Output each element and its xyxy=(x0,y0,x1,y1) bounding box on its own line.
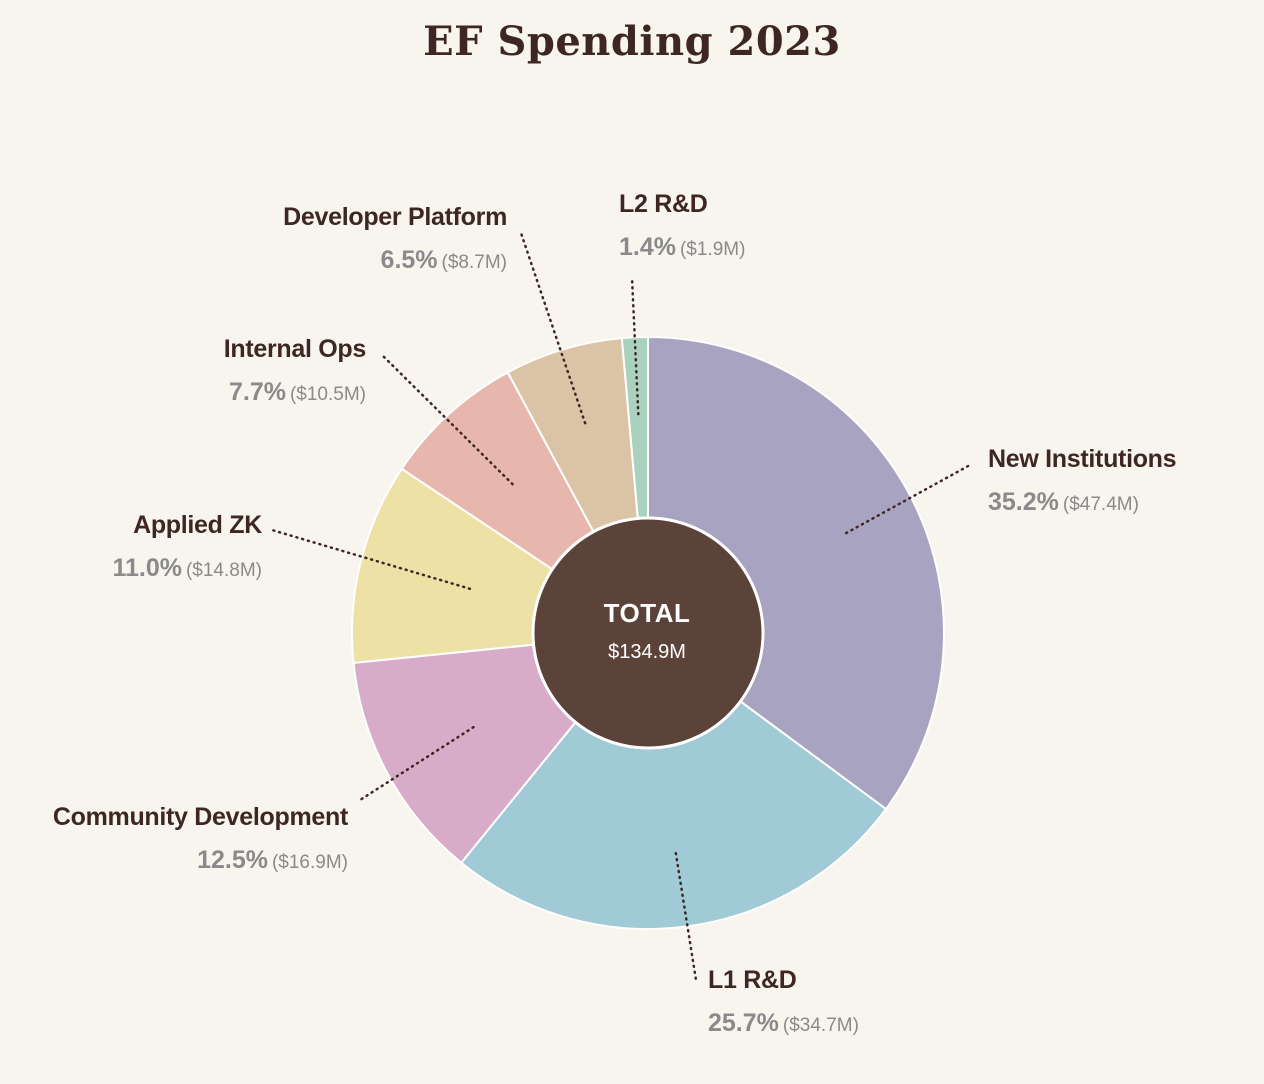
leader-line xyxy=(270,528,472,591)
center-circle xyxy=(531,516,765,750)
pie-slice-new-institutions xyxy=(647,335,945,811)
slice-label-internal-ops: Internal Ops 7.7% ($10.5M) xyxy=(223,335,367,406)
slice-label-amount: ($14.8M) xyxy=(185,560,262,581)
center-label: TOTAL xyxy=(603,598,691,628)
leader-line xyxy=(630,276,640,416)
slice-label-name: Community Development xyxy=(52,803,348,831)
slice-label-percent: 12.5% xyxy=(197,846,268,874)
slice-label-amount: ($8.7M) xyxy=(441,252,507,273)
leader-line xyxy=(380,353,514,486)
slice-label-applied-zk: Applied ZK 11.0% ($14.8M) xyxy=(112,513,262,581)
slice-label-name: L1 R&D xyxy=(708,966,797,994)
slice-label-percent: 35.2% xyxy=(988,488,1059,516)
slice-label-percent: 1.4% xyxy=(619,233,676,261)
slice-label-name: Internal Ops xyxy=(223,335,367,363)
slice-label-amount: ($16.9M) xyxy=(271,852,348,873)
pie-slice-l1-r-d xyxy=(459,631,888,930)
slice-label-amount: ($47.4M) xyxy=(1062,494,1139,515)
slice-label-amount: ($1.9M) xyxy=(679,239,746,260)
slice-label-developer-platform: Developer Platform 6.5% ($8.7M) xyxy=(283,205,507,273)
slice-label-name: L2 R&D xyxy=(619,190,708,218)
chart-title: EF Spending 2023 xyxy=(423,18,841,65)
slice-label-percent: 25.7% xyxy=(708,1009,779,1037)
slice-label-community-development: Community Development 12.5% ($16.9M) xyxy=(53,805,348,873)
slice-label-amount: ($10.5M) xyxy=(289,384,366,405)
leader-line xyxy=(674,851,698,982)
leader-line xyxy=(518,228,587,425)
center-total: TOTAL $134.9M xyxy=(547,598,747,664)
slice-label-l2-rd: L2 R&D 1.4% ($1.9M) xyxy=(619,192,745,260)
slice-label-amount: ($34.7M) xyxy=(782,1015,859,1036)
slice-label-l1-rd: L1 R&D 25.7% ($34.7M) xyxy=(708,968,859,1036)
leader-line xyxy=(844,463,972,535)
slice-label-new-institutions: New Institutions 35.2% ($47.4M) xyxy=(988,445,1177,516)
leader-line xyxy=(358,725,475,802)
slice-label-name: New Institutions xyxy=(988,445,1177,473)
slice-label-percent: 11.0% xyxy=(112,554,182,582)
slice-label-percent: 6.5% xyxy=(380,246,438,274)
slice-label-percent: 7.7% xyxy=(228,378,286,406)
slice-label-name: Applied ZK xyxy=(133,511,262,539)
leader-lines xyxy=(270,228,972,982)
center-value: $134.9M xyxy=(608,641,686,663)
slice-label-name: Developer Platform xyxy=(283,203,507,231)
